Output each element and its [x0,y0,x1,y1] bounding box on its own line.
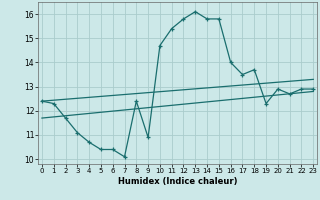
X-axis label: Humidex (Indice chaleur): Humidex (Indice chaleur) [118,177,237,186]
